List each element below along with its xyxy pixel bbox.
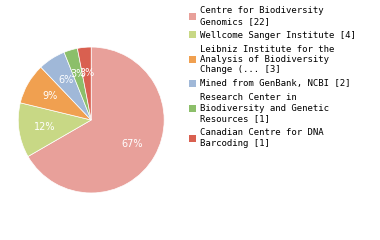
Text: 3%: 3%: [79, 68, 94, 78]
Wedge shape: [78, 47, 91, 120]
Text: 12%: 12%: [33, 122, 55, 132]
Text: 67%: 67%: [122, 139, 143, 149]
Wedge shape: [20, 67, 91, 120]
Wedge shape: [41, 52, 91, 120]
Text: 6%: 6%: [58, 75, 73, 85]
Text: 9%: 9%: [43, 91, 58, 101]
Wedge shape: [64, 48, 91, 120]
Legend: Centre for Biodiversity
Genomics [22], Wellcome Sanger Institute [4], Leibniz In: Centre for Biodiversity Genomics [22], W…: [187, 5, 357, 149]
Text: 3%: 3%: [70, 70, 86, 79]
Wedge shape: [28, 47, 164, 193]
Wedge shape: [18, 103, 91, 156]
